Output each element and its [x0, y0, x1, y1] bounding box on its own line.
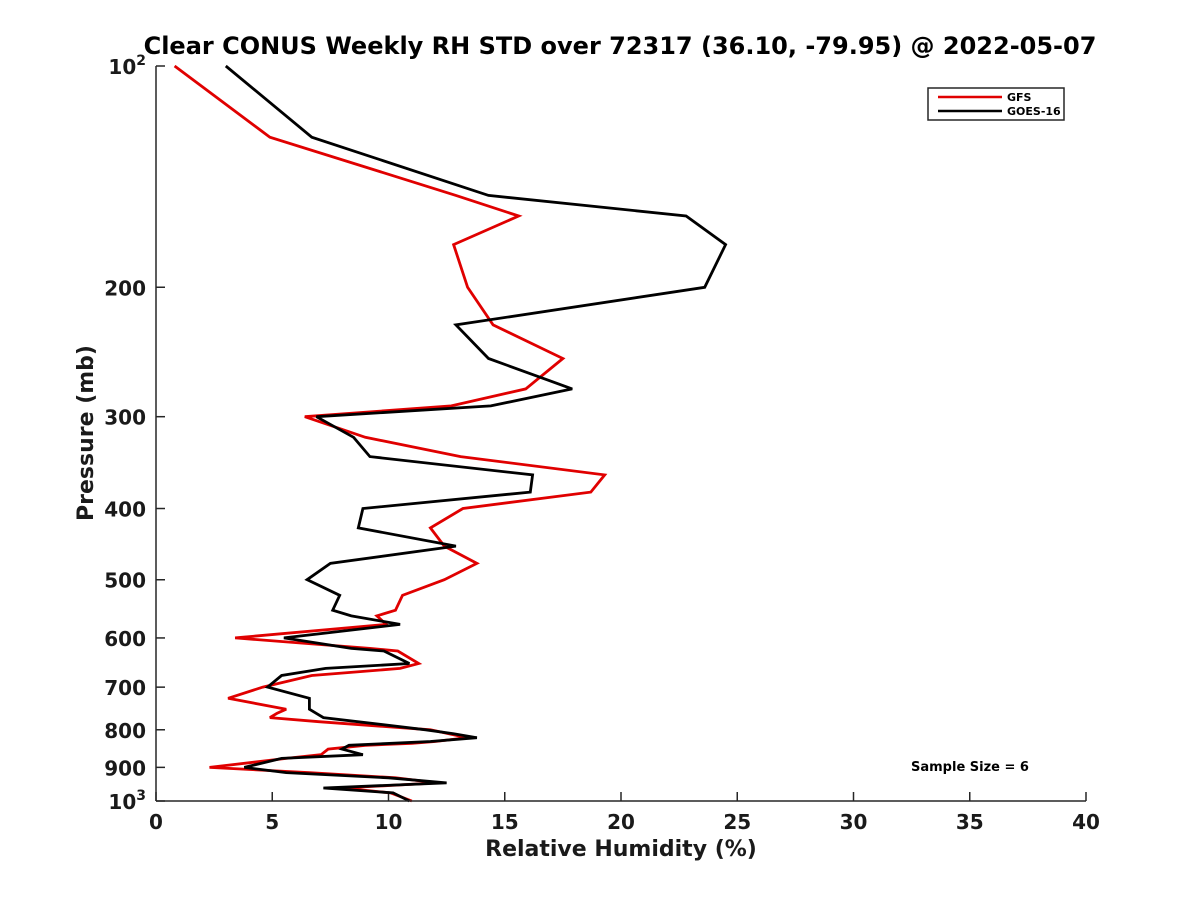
series-line-goes-16 — [224, 64, 728, 803]
y-tick-label-1000: 103 — [108, 788, 146, 814]
x-tick-label-25: 25 — [723, 810, 751, 834]
y-tick-label-600: 600 — [104, 627, 146, 651]
y-tick-label-900: 900 — [104, 756, 146, 780]
y-tick-label-400: 400 — [104, 498, 146, 522]
legend-label-gfs: GFS — [1007, 91, 1032, 104]
y-axis-label: Pressure (mb) — [74, 345, 99, 521]
legend-box — [927, 87, 1065, 121]
chart-title: Clear CONUS Weekly RH STD over 72317 (36… — [144, 32, 1097, 60]
x-tick-label-40: 40 — [1072, 810, 1100, 834]
x-tick-label-0: 0 — [149, 810, 163, 834]
axis-ticks: 0 5 10 15 20 25 30 35 40 102 200 300 400 500 600 700 800… — [104, 53, 1100, 834]
x-tick-label-15: 15 — [491, 810, 519, 834]
legend: GFS GOES-16 — [927, 87, 1065, 121]
y-tick-label-500: 500 — [104, 569, 146, 593]
y-tick-label-300: 300 — [104, 406, 146, 430]
x-axis-label: Relative Humidity (%) — [485, 837, 757, 862]
y-tick-label-800: 800 — [104, 719, 146, 743]
y-tick-label-100: 102 — [108, 53, 146, 79]
y-tick-label-200: 200 — [104, 276, 146, 300]
legend-label-goes16: GOES-16 — [1007, 105, 1061, 118]
series-lines — [173, 64, 728, 803]
x-tick-label-35: 35 — [956, 810, 984, 834]
x-tick-label-10: 10 — [375, 810, 403, 834]
x-tick-label-5: 5 — [265, 810, 279, 834]
plot-area — [156, 66, 1086, 801]
x-tick-label-30: 30 — [840, 810, 868, 834]
y-tick-label-700: 700 — [104, 676, 146, 700]
x-tick-label-20: 20 — [607, 810, 635, 834]
sample-size-annotation: Sample Size = 6 — [911, 760, 1029, 775]
